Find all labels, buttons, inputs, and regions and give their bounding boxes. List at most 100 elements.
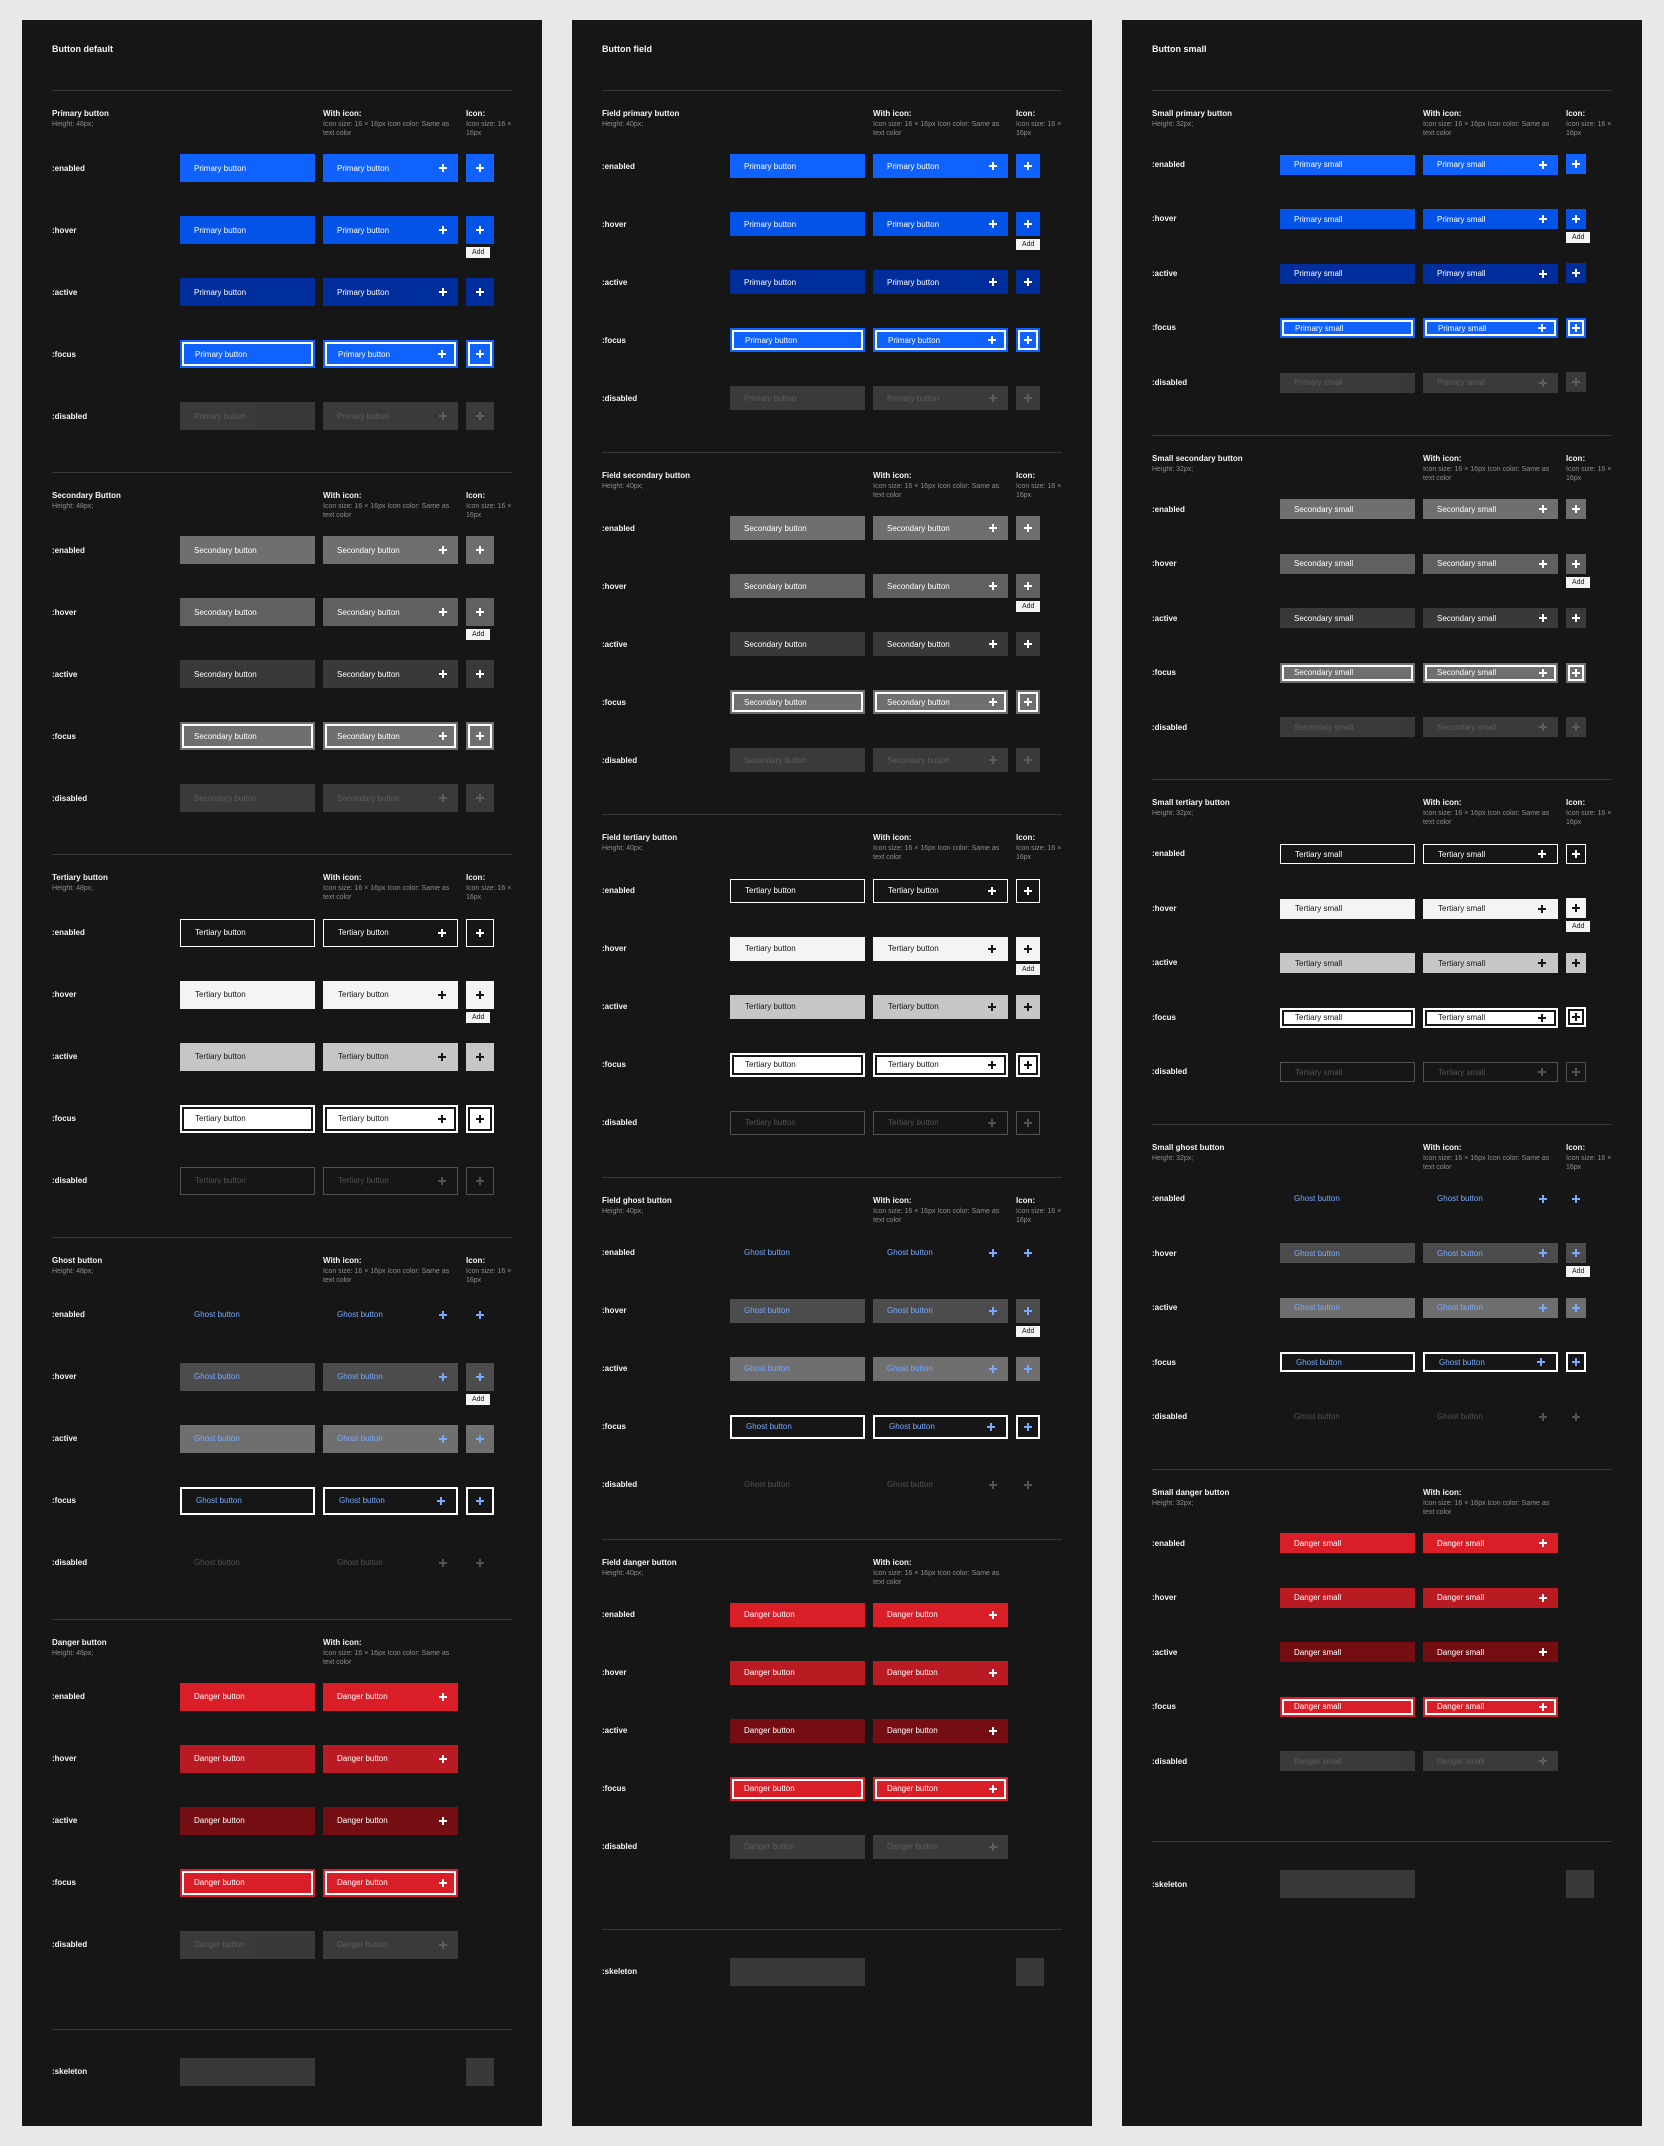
danger-focus-button[interactable]: Danger button [180, 1869, 315, 1897]
tertiary-active-icon-only-button[interactable] [466, 1043, 494, 1071]
ghost-active-button[interactable]: Ghost button [180, 1425, 315, 1453]
secondary-hover-with-icon-button[interactable]: Secondary button [323, 598, 458, 626]
primary-enabled-icon-only-button[interactable] [1016, 154, 1040, 178]
danger-active-button[interactable]: Danger button [180, 1807, 315, 1835]
danger-focus-with-icon-button[interactable]: Danger button [323, 1869, 458, 1897]
ghost-hover-button[interactable]: Ghost button [1280, 1243, 1415, 1263]
tertiary-hover-with-icon-button[interactable]: Tertiary small [1423, 899, 1558, 919]
ghost-focus-with-icon-button[interactable]: Ghost button [323, 1487, 458, 1515]
primary-active-button[interactable]: Primary button [180, 278, 315, 306]
tertiary-enabled-icon-only-button[interactable] [466, 919, 494, 947]
danger-active-button[interactable]: Danger button [730, 1719, 865, 1743]
danger-active-with-icon-button[interactable]: Danger button [323, 1807, 458, 1835]
primary-hover-button[interactable]: Primary button [730, 212, 865, 236]
danger-hover-with-icon-button[interactable]: Danger small [1423, 1588, 1558, 1608]
tertiary-hover-button[interactable]: Tertiary small [1280, 899, 1415, 919]
danger-enabled-button[interactable]: Danger button [180, 1683, 315, 1711]
secondary-hover-button[interactable]: Secondary small [1280, 554, 1415, 574]
ghost-hover-button[interactable]: Ghost button [180, 1363, 315, 1391]
danger-active-with-icon-button[interactable]: Danger small [1423, 1642, 1558, 1662]
primary-enabled-with-icon-button[interactable]: Primary button [873, 154, 1008, 178]
tertiary-focus-icon-only-button[interactable] [1016, 1053, 1040, 1077]
ghost-enabled-button[interactable]: Ghost button [1280, 1189, 1415, 1209]
tertiary-hover-icon-only-button[interactable] [1016, 937, 1040, 961]
tertiary-hover-icon-only-button[interactable] [1566, 898, 1586, 918]
ghost-hover-icon-only-button[interactable] [1566, 1243, 1586, 1263]
secondary-enabled-button[interactable]: Secondary small [1280, 499, 1415, 519]
tertiary-enabled-icon-only-button[interactable] [1016, 879, 1040, 903]
primary-active-with-icon-button[interactable]: Primary button [873, 270, 1008, 294]
secondary-active-button[interactable]: Secondary small [1280, 608, 1415, 628]
primary-focus-icon-only-button[interactable] [1016, 328, 1040, 352]
secondary-focus-with-icon-button[interactable]: Secondary button [323, 722, 458, 750]
secondary-hover-button[interactable]: Secondary button [180, 598, 315, 626]
ghost-hover-button[interactable]: Ghost button [730, 1299, 865, 1323]
tertiary-focus-button[interactable]: Tertiary small [1280, 1008, 1415, 1028]
ghost-focus-button[interactable]: Ghost button [180, 1487, 315, 1515]
primary-enabled-icon-only-button[interactable] [466, 154, 494, 182]
primary-hover-icon-only-button[interactable] [1566, 209, 1586, 229]
ghost-focus-with-icon-button[interactable]: Ghost button [873, 1415, 1008, 1439]
tertiary-focus-with-icon-button[interactable]: Tertiary small [1423, 1008, 1558, 1028]
secondary-enabled-with-icon-button[interactable]: Secondary button [323, 536, 458, 564]
secondary-enabled-icon-only-button[interactable] [1566, 499, 1586, 519]
tertiary-enabled-button[interactable]: Tertiary small [1280, 844, 1415, 864]
ghost-focus-button[interactable]: Ghost button [1280, 1352, 1415, 1372]
primary-active-icon-only-button[interactable] [1566, 263, 1586, 283]
tertiary-focus-icon-only-button[interactable] [466, 1105, 494, 1133]
tertiary-hover-button[interactable]: Tertiary button [180, 981, 315, 1009]
danger-enabled-with-icon-button[interactable]: Danger button [323, 1683, 458, 1711]
primary-active-with-icon-button[interactable]: Primary small [1423, 264, 1558, 284]
secondary-hover-icon-only-button[interactable] [466, 598, 494, 626]
secondary-active-icon-only-button[interactable] [1016, 632, 1040, 656]
tertiary-hover-icon-only-button[interactable] [466, 981, 494, 1009]
secondary-focus-button[interactable]: Secondary small [1280, 663, 1415, 683]
danger-focus-button[interactable]: Danger small [1280, 1697, 1415, 1717]
primary-focus-button[interactable]: Primary small [1280, 318, 1415, 338]
secondary-hover-with-icon-button[interactable]: Secondary button [873, 574, 1008, 598]
ghost-enabled-icon-only-button[interactable] [466, 1301, 494, 1329]
secondary-active-with-icon-button[interactable]: Secondary button [323, 660, 458, 688]
tertiary-enabled-with-icon-button[interactable]: Tertiary small [1423, 844, 1558, 864]
primary-focus-with-icon-button[interactable]: Primary button [323, 340, 458, 368]
secondary-active-with-icon-button[interactable]: Secondary button [873, 632, 1008, 656]
secondary-active-with-icon-button[interactable]: Secondary small [1423, 608, 1558, 628]
primary-active-button[interactable]: Primary small [1280, 264, 1415, 284]
ghost-active-with-icon-button[interactable]: Ghost button [873, 1357, 1008, 1381]
secondary-hover-icon-only-button[interactable] [1566, 554, 1586, 574]
danger-hover-button[interactable]: Danger button [730, 1661, 865, 1685]
secondary-focus-with-icon-button[interactable]: Secondary small [1423, 663, 1558, 683]
tertiary-active-button[interactable]: Tertiary small [1280, 953, 1415, 973]
ghost-active-icon-only-button[interactable] [1016, 1357, 1040, 1381]
secondary-enabled-button[interactable]: Secondary button [180, 536, 315, 564]
tertiary-hover-with-icon-button[interactable]: Tertiary button [323, 981, 458, 1009]
ghost-active-button[interactable]: Ghost button [1280, 1298, 1415, 1318]
primary-enabled-icon-only-button[interactable] [1566, 154, 1586, 174]
ghost-enabled-with-icon-button[interactable]: Ghost button [323, 1301, 458, 1329]
danger-focus-with-icon-button[interactable]: Danger button [873, 1777, 1008, 1801]
secondary-focus-icon-only-button[interactable] [1566, 663, 1586, 683]
primary-enabled-with-icon-button[interactable]: Primary button [323, 154, 458, 182]
primary-hover-with-icon-button[interactable]: Primary small [1423, 209, 1558, 229]
tertiary-active-with-icon-button[interactable]: Tertiary small [1423, 953, 1558, 973]
danger-enabled-button[interactable]: Danger button [730, 1603, 865, 1627]
secondary-focus-with-icon-button[interactable]: Secondary button [873, 690, 1008, 714]
secondary-enabled-icon-only-button[interactable] [1016, 516, 1040, 540]
primary-hover-with-icon-button[interactable]: Primary button [323, 216, 458, 244]
ghost-enabled-button[interactable]: Ghost button [180, 1301, 315, 1329]
primary-hover-icon-only-button[interactable] [466, 216, 494, 244]
secondary-active-button[interactable]: Secondary button [180, 660, 315, 688]
ghost-focus-icon-only-button[interactable] [1566, 1352, 1586, 1372]
danger-enabled-with-icon-button[interactable]: Danger button [873, 1603, 1008, 1627]
secondary-active-icon-only-button[interactable] [466, 660, 494, 688]
ghost-active-with-icon-button[interactable]: Ghost button [1423, 1298, 1558, 1318]
ghost-active-button[interactable]: Ghost button [730, 1357, 865, 1381]
secondary-enabled-button[interactable]: Secondary button [730, 516, 865, 540]
tertiary-active-icon-only-button[interactable] [1566, 953, 1586, 973]
tertiary-focus-button[interactable]: Tertiary button [180, 1105, 315, 1133]
tertiary-enabled-button[interactable]: Tertiary button [730, 879, 865, 903]
secondary-hover-icon-only-button[interactable] [1016, 574, 1040, 598]
ghost-focus-with-icon-button[interactable]: Ghost button [1423, 1352, 1558, 1372]
tertiary-enabled-with-icon-button[interactable]: Tertiary button [873, 879, 1008, 903]
ghost-focus-icon-only-button[interactable] [466, 1487, 494, 1515]
